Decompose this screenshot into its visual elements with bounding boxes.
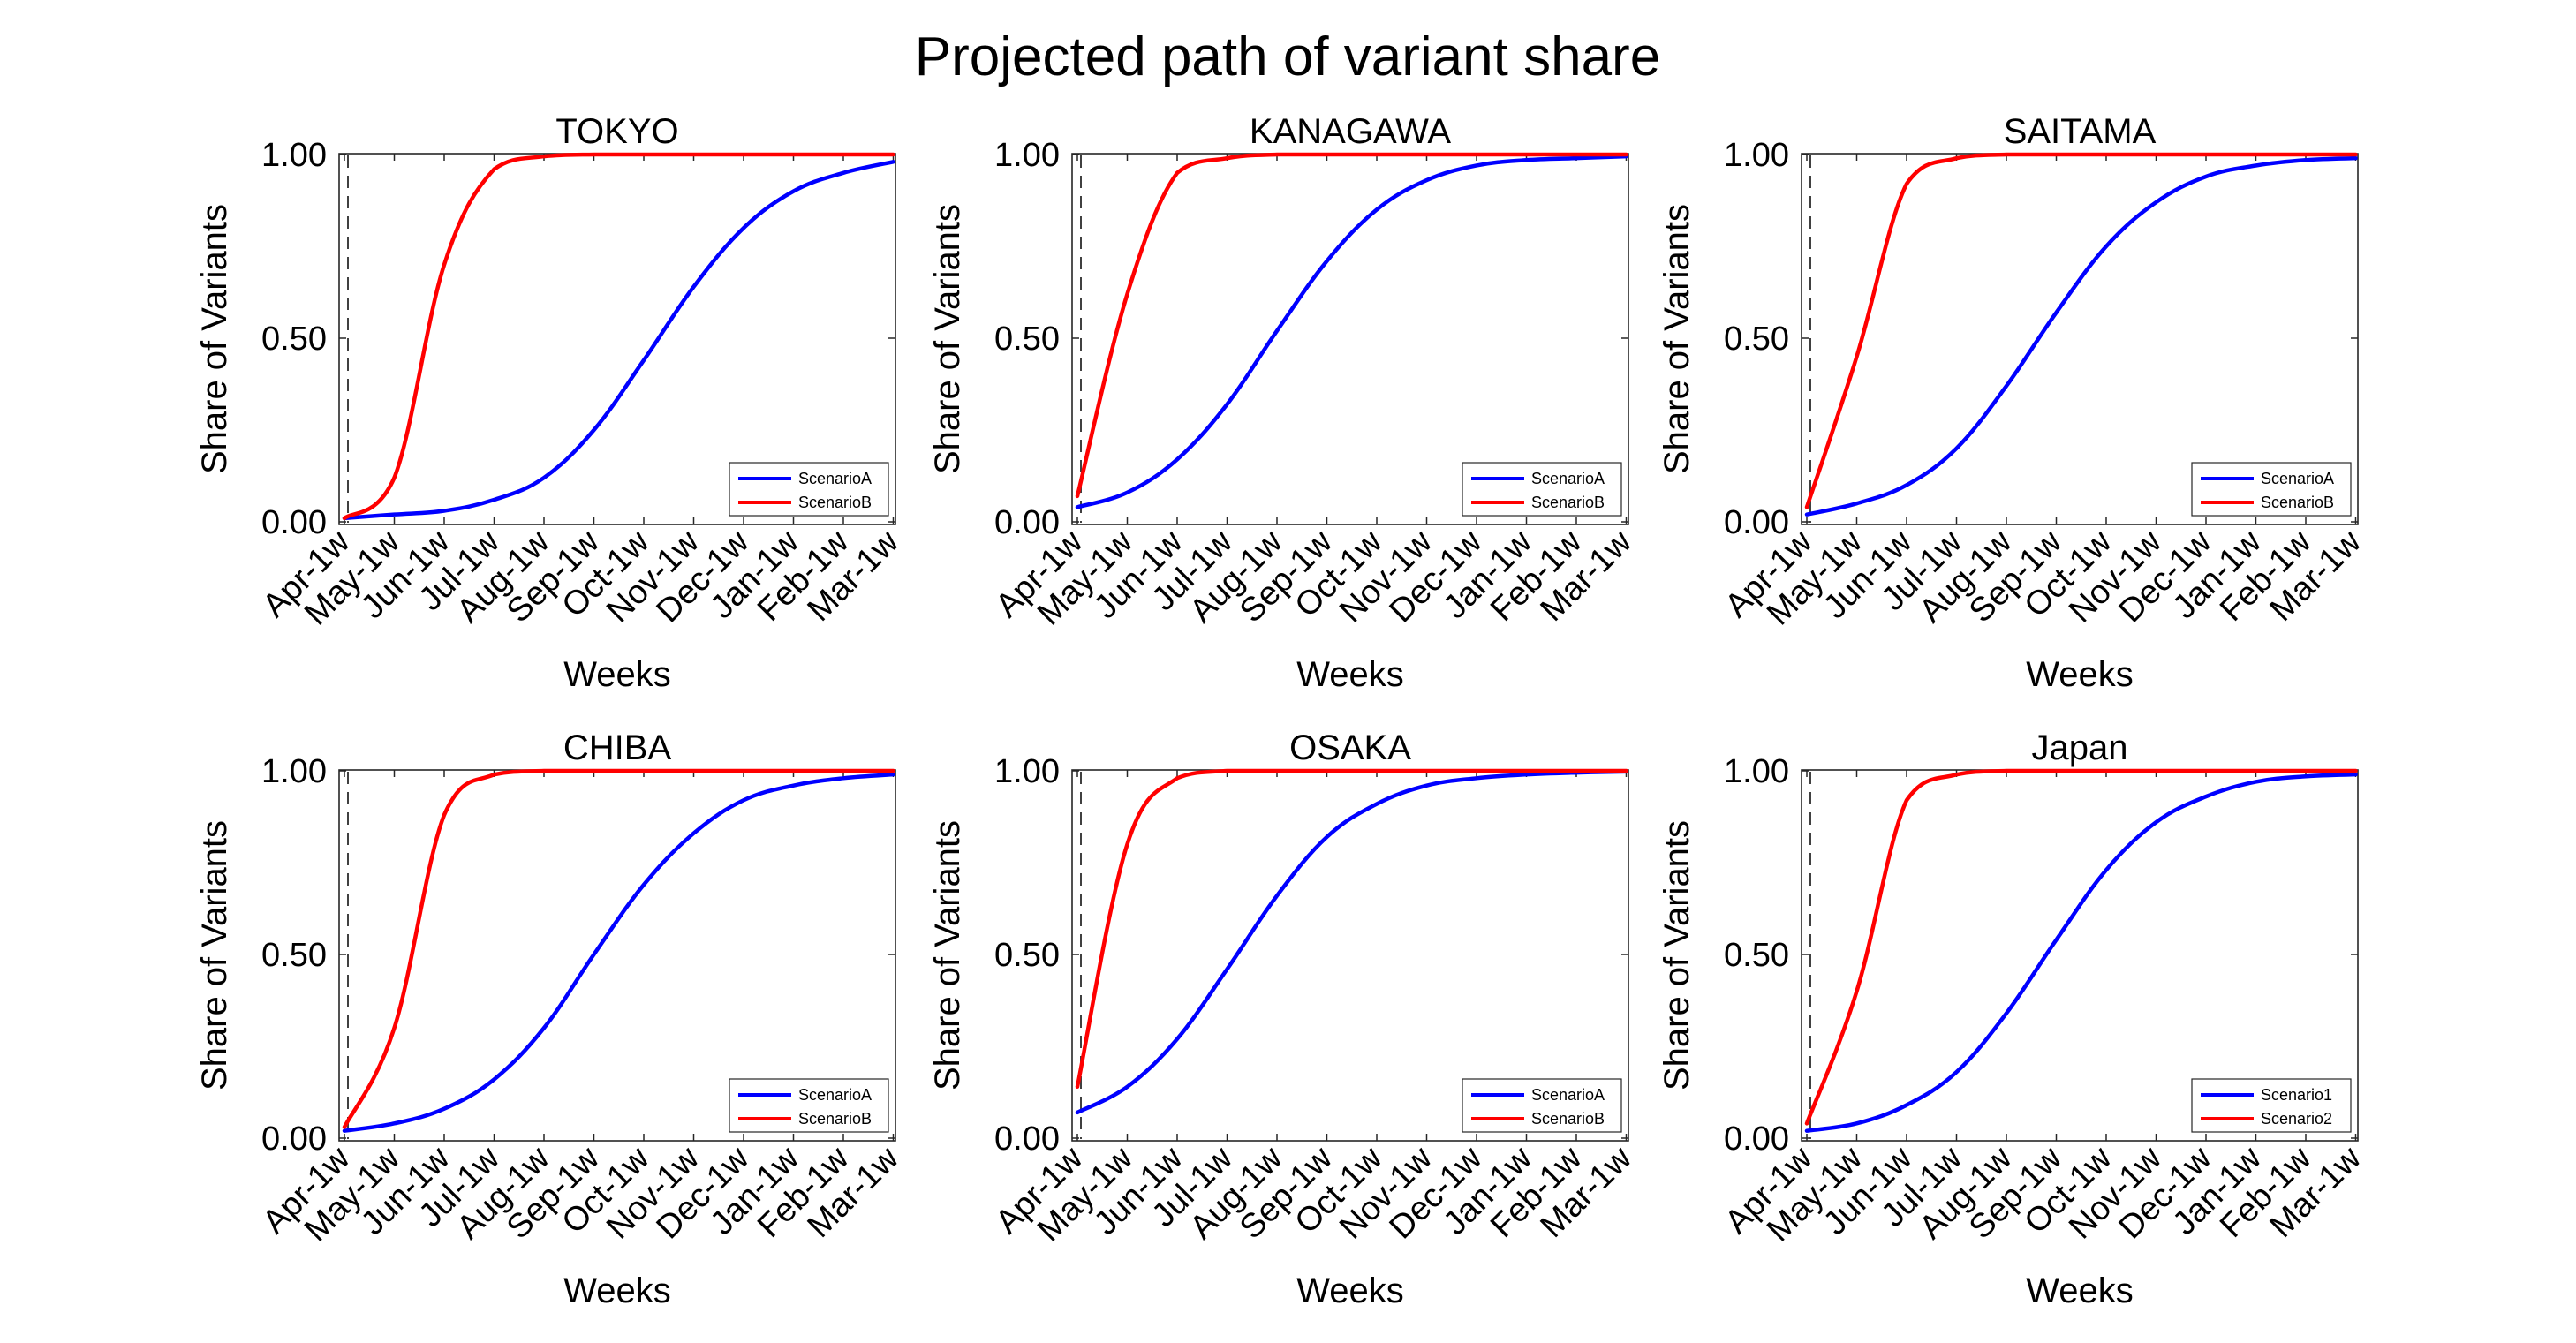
x-axis-label: Weeks <box>2026 1271 2134 1310</box>
y-tick-label: 0.00 <box>1724 504 1789 541</box>
legend: ScenarioA ScenarioB <box>1462 1078 1622 1133</box>
y-tick-label: 0.00 <box>261 1120 327 1158</box>
figure-title: Projected path of variant share <box>915 26 1660 87</box>
legend-label: ScenarioB <box>2261 494 2334 511</box>
x-axis-label: Weeks <box>563 655 671 694</box>
legend-label: ScenarioB <box>798 494 872 511</box>
legend-label: ScenarioA <box>1531 1086 1605 1104</box>
panel-title: Japan <box>2032 728 2128 767</box>
legend: Scenario1 Scenario2 <box>2191 1078 2352 1133</box>
series-line-scenarioa <box>1075 769 1628 1115</box>
legend-box <box>2191 462 2352 517</box>
series-line-scenarioa <box>342 160 895 521</box>
series-line-scenarioa <box>1075 154 1628 509</box>
series-line-scenarioa <box>1804 155 2358 517</box>
y-tick-label: 0.50 <box>994 321 1060 358</box>
legend: ScenarioA ScenarioB <box>729 462 889 517</box>
legend-label: Scenario1 <box>2261 1086 2332 1104</box>
chart-panel: KANAGAWA0.000.501.00Apr-1wMay-1wJun-1wJu… <box>928 112 1639 694</box>
y-axis-label: Share of Variants <box>928 820 967 1090</box>
y-tick-label: 1.00 <box>994 753 1060 790</box>
y-tick-label: 0.00 <box>994 504 1060 541</box>
y-tick-label: 0.50 <box>994 937 1060 974</box>
legend-label: ScenarioA <box>2261 470 2334 487</box>
chart-panel: OSAKA0.000.501.00Apr-1wMay-1wJun-1wJul-1… <box>928 728 1639 1310</box>
y-tick-label: 1.00 <box>994 137 1060 174</box>
panel-title: TOKYO <box>555 112 678 151</box>
x-axis-label: Weeks <box>2026 655 2134 694</box>
y-axis-label: Share of Variants <box>195 204 234 474</box>
legend: ScenarioA ScenarioB <box>1462 462 1622 517</box>
legend-label: Scenario2 <box>2261 1110 2332 1128</box>
panel-title: OSAKA <box>1289 728 1411 767</box>
y-axis-label: Share of Variants <box>1658 820 1696 1090</box>
y-axis-label: Share of Variants <box>928 204 967 474</box>
x-axis-label: Weeks <box>1296 655 1404 694</box>
series-line-scenario1 <box>1804 772 2358 1133</box>
series-line-scenarioa <box>342 772 895 1133</box>
x-axis-label: Weeks <box>563 1271 671 1310</box>
series-line-scenario2 <box>1804 768 2358 1126</box>
y-tick-label: 0.50 <box>1724 321 1789 358</box>
chart-panels: TOKYO0.000.501.00Apr-1wMay-1wJun-1wJul-1… <box>195 112 2368 1310</box>
legend-label: ScenarioA <box>798 1086 872 1104</box>
y-tick-label: 0.00 <box>994 1120 1060 1158</box>
series-line-scenariob <box>1075 152 1628 499</box>
series-line-scenariob <box>1804 152 2358 509</box>
y-tick-label: 0.50 <box>1724 937 1789 974</box>
legend: ScenarioA ScenarioB <box>729 1078 889 1133</box>
y-tick-label: 0.50 <box>261 321 327 358</box>
y-tick-label: 0.50 <box>261 937 327 974</box>
chart-panel: SAITAMA0.000.501.00Apr-1wMay-1wJun-1wJul… <box>1658 112 2368 694</box>
legend-box <box>729 1078 889 1133</box>
legend: ScenarioA ScenarioB <box>2191 462 2352 517</box>
series-line-scenariob <box>342 152 895 521</box>
y-tick-label: 1.00 <box>261 753 327 790</box>
legend-box <box>729 462 889 517</box>
panel-title: SAITAMA <box>2004 112 2157 151</box>
legend-label: ScenarioB <box>798 1110 872 1128</box>
y-tick-label: 1.00 <box>1724 753 1789 790</box>
y-tick-label: 1.00 <box>261 137 327 174</box>
legend-box <box>1462 1078 1622 1133</box>
series-line-scenariob <box>1075 768 1628 1090</box>
y-axis-label: Share of Variants <box>1658 204 1696 474</box>
y-tick-label: 1.00 <box>1724 137 1789 174</box>
y-tick-label: 0.00 <box>261 504 327 541</box>
panel-title: CHIBA <box>563 728 672 767</box>
y-tick-label: 0.00 <box>1724 1120 1789 1158</box>
legend-label: ScenarioA <box>798 470 872 487</box>
chart-panel: CHIBA0.000.501.00Apr-1wMay-1wJun-1wJul-1… <box>195 728 906 1310</box>
legend-label: ScenarioB <box>1531 494 1605 511</box>
legend-label: ScenarioB <box>1531 1110 1605 1128</box>
y-axis-label: Share of Variants <box>195 820 234 1090</box>
legend-box <box>1462 462 1622 517</box>
chart-panel: TOKYO0.000.501.00Apr-1wMay-1wJun-1wJul-1… <box>195 112 906 694</box>
panel-title: KANAGAWA <box>1250 112 1452 151</box>
chart-panel: Japan0.000.501.00Apr-1wMay-1wJun-1wJul-1… <box>1658 728 2368 1310</box>
legend-box <box>2191 1078 2352 1133</box>
legend-label: ScenarioA <box>1531 470 1605 487</box>
series-line-scenariob <box>342 768 895 1129</box>
x-axis-label: Weeks <box>1296 1271 1404 1310</box>
